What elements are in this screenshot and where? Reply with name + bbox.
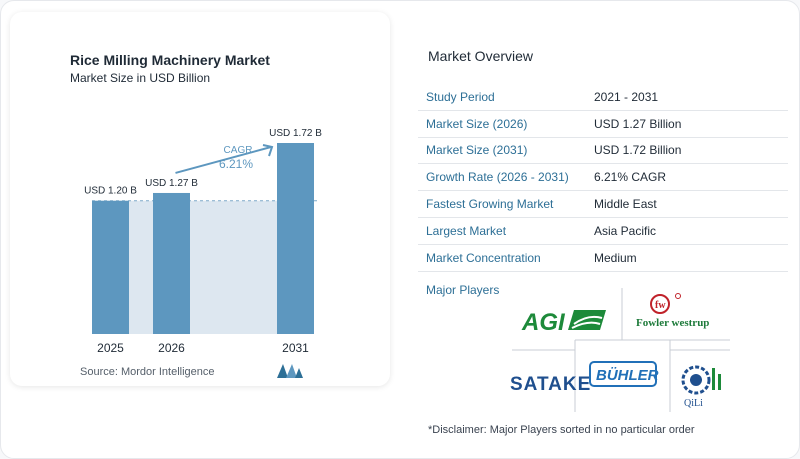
overview-row-value: 6.21% CAGR bbox=[594, 170, 667, 185]
svg-text:SATAKE: SATAKE bbox=[510, 374, 591, 395]
bar-chart: USD 1.20 B 2025 USD 1.27 B 2026 USD 1.72 B 20… bbox=[84, 128, 322, 355]
bar-value-label: USD 1.20 B bbox=[84, 186, 137, 197]
category-label: 2031 bbox=[282, 341, 309, 355]
overview-row-value: Middle East bbox=[594, 197, 657, 212]
agi-logo: AGI bbox=[521, 309, 606, 336]
svg-text:AGI: AGI bbox=[521, 309, 566, 336]
cagr-label: CAGR bbox=[224, 145, 253, 156]
overview-table: Study Period 2021 - 2031 Market Size (2026… bbox=[418, 84, 788, 272]
qili-logo: QiLi bbox=[681, 365, 721, 409]
cagr-value: 6.21% bbox=[219, 157, 253, 171]
overview-row-value: USD 1.27 Billion bbox=[594, 116, 682, 131]
overview-row-value: Medium bbox=[594, 250, 637, 265]
overview-row-label: Growth Rate (2026 - 2031) bbox=[426, 170, 569, 185]
chart-title: Rice Milling Machinery Market bbox=[70, 52, 270, 68]
overview-row: Market Size (2031) USD 1.72 Billion bbox=[418, 138, 788, 165]
overview-row: Market Concentration Medium bbox=[418, 245, 788, 272]
bar bbox=[277, 143, 314, 334]
overview-row-value: Asia Pacific bbox=[594, 223, 657, 238]
svg-text:BÜHLER: BÜHLER bbox=[596, 367, 659, 384]
bar bbox=[92, 200, 129, 334]
overview-row-label: Fastest Growing Market bbox=[426, 197, 554, 212]
category-label: 2026 bbox=[158, 341, 185, 355]
overview-row-value: USD 1.72 Billion bbox=[594, 143, 682, 158]
svg-text:Fowler westrup: Fowler westrup bbox=[636, 317, 709, 329]
overview-row: Market Size (2026) USD 1.27 Billion bbox=[418, 111, 788, 138]
overview-row-label: Largest Market bbox=[426, 223, 507, 238]
overview-row: Largest Market Asia Pacific bbox=[418, 218, 788, 245]
cagr-arrow bbox=[175, 146, 272, 174]
overview-row-value: 2021 - 2031 bbox=[594, 89, 659, 104]
overview-row: Fastest Growing Market Middle East bbox=[418, 191, 788, 218]
players-logo-grid: AGI fw Fowler westrup SATAKE BÜHLER QiLi bbox=[510, 288, 730, 412]
mordor-logo-icon bbox=[277, 364, 303, 378]
overview-row-label: Market Concentration bbox=[426, 250, 541, 265]
buhler-logo: BÜHLER bbox=[589, 361, 659, 387]
players-title: Major Players bbox=[426, 283, 500, 297]
cagr-arrowhead bbox=[262, 144, 274, 157]
chart-card: USD 1.20 B 2025 USD 1.27 B 2026 USD 1.72 B 20… bbox=[10, 12, 390, 386]
satake-logo: SATAKE bbox=[510, 374, 591, 395]
bar-value-label: USD 1.72 B bbox=[269, 128, 322, 139]
overview-title: Market Overview bbox=[428, 48, 534, 64]
bar bbox=[153, 192, 190, 334]
svg-text:fw: fw bbox=[655, 300, 666, 311]
overview-row-label: Study Period bbox=[426, 89, 495, 104]
source-note: Source: Mordor Intelligence bbox=[80, 366, 215, 378]
disclaimer: *Disclaimer: Major Players sorted in no … bbox=[428, 424, 695, 436]
overview-row: Growth Rate (2026 - 2031) 6.21% CAGR bbox=[418, 164, 788, 192]
overview-row: Study Period 2021 - 2031 bbox=[418, 84, 788, 111]
overview-row-label: Market Size (2026) bbox=[426, 116, 528, 131]
chart-subtitle: Market Size in USD Billion bbox=[70, 71, 211, 85]
fowler-westrup-logo: fw Fowler westrup bbox=[636, 293, 709, 329]
category-label: 2025 bbox=[97, 341, 124, 355]
overview-row-label: Market Size (2031) bbox=[426, 143, 528, 158]
svg-text:QiLi: QiLi bbox=[684, 398, 703, 409]
bar-value-label: USD 1.27 B bbox=[145, 178, 198, 189]
